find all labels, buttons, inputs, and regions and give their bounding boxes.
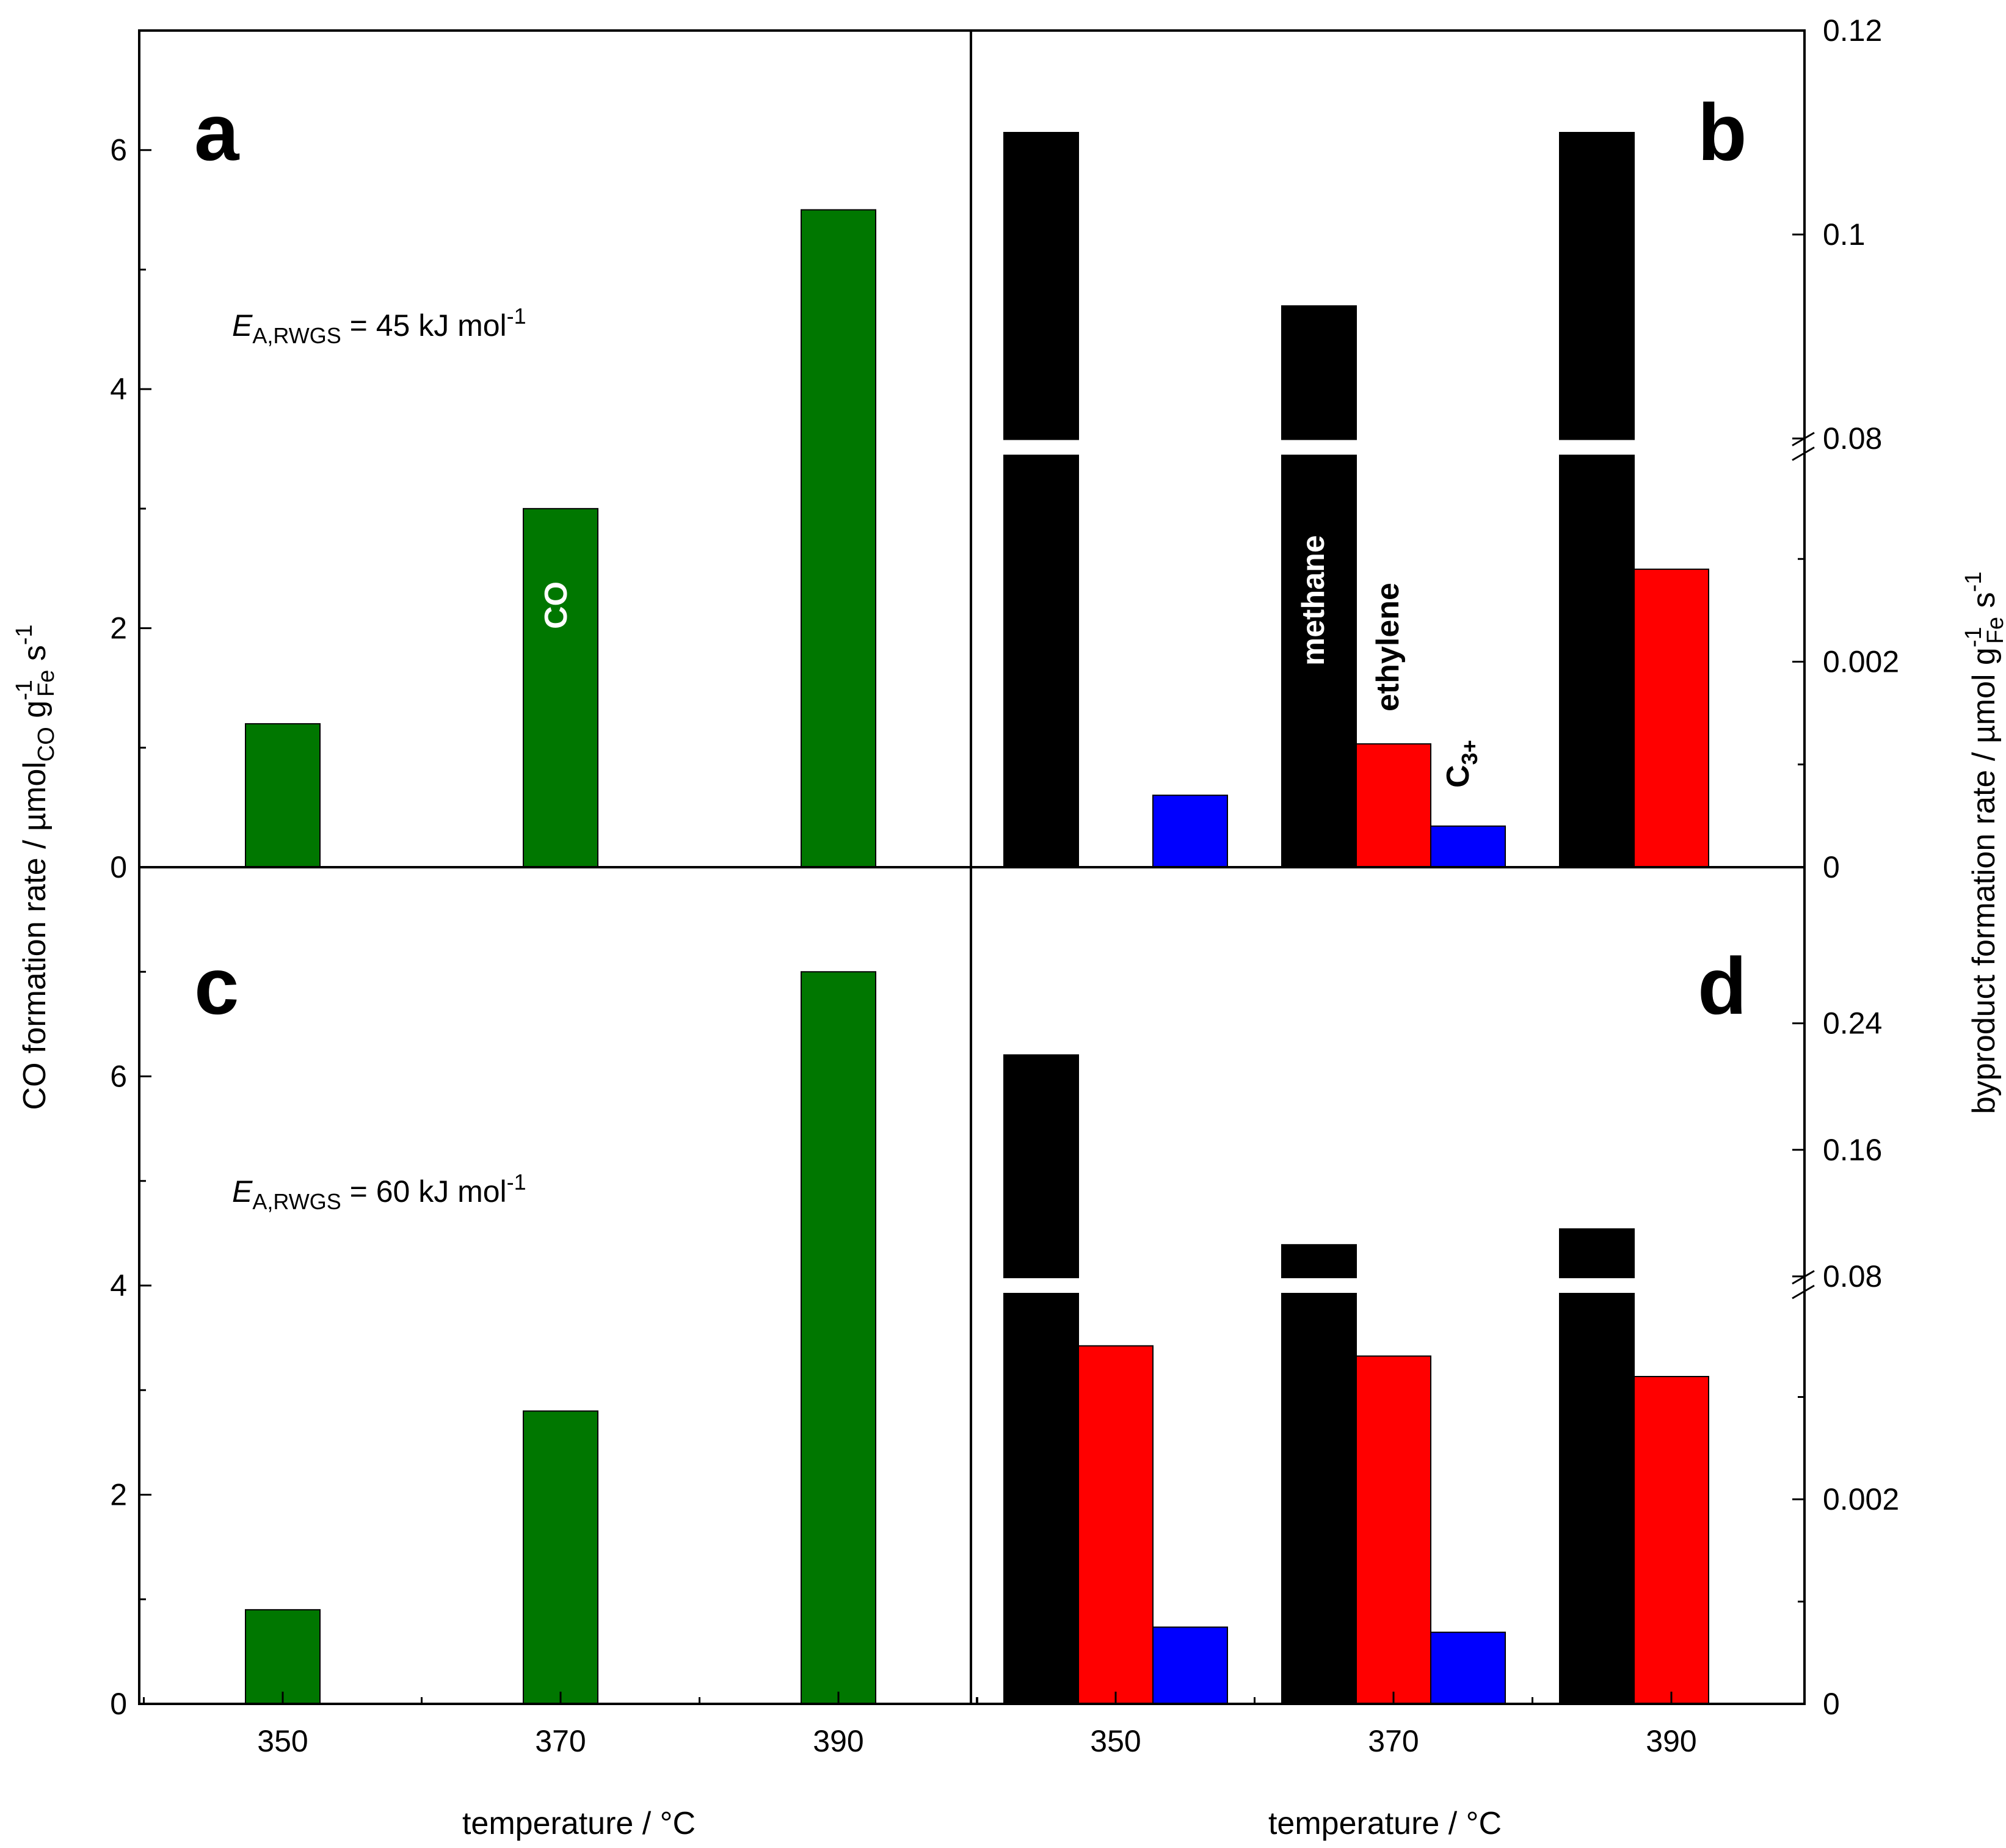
activation-energy-a: EA,RWGS = 45 kJ mol-1 (232, 304, 526, 348)
bar-d-methane-390 (1559, 1228, 1635, 1705)
panel-letter-d: d (1698, 941, 1747, 1031)
ytick-label-b-0.1: 0.1 (1823, 217, 1866, 252)
ytick-label-c-6: 6 (110, 1060, 127, 1094)
ytick-label-c-0: 0 (110, 1687, 127, 1721)
ytick-label-d-0.08: 0.08 (1823, 1259, 1882, 1293)
activation-energy-c: EA,RWGS = 60 kJ mol-1 (232, 1170, 526, 1214)
left-ylabel-sup3: -1 (12, 624, 37, 645)
xtick-label-right-350: 350 (1090, 1724, 1141, 1758)
bars-layer (245, 132, 1709, 1705)
annotation-rest: = 45 kJ mol (341, 308, 507, 343)
bar-d-C3+-350 (1152, 1626, 1228, 1704)
bar-c-co-390 (801, 971, 876, 1704)
x-axis-label-right: temperature / °C (1268, 1806, 1502, 1841)
right-ylabel-t1: byproduct formation rate / µmol g (1966, 647, 2002, 1114)
bar-b-methane-370 (1281, 305, 1357, 868)
right-ylabel-t2: s (1966, 592, 2002, 617)
ytick-label-d-0.002: 0.002 (1823, 1482, 1899, 1516)
break-gap-d (1558, 1278, 1635, 1293)
c3-sub: 3+ (1457, 740, 1482, 765)
xtick-label-left-350: 350 (257, 1724, 308, 1758)
ytick-label-c-2: 2 (110, 1478, 127, 1512)
bar-b-ethylene-370 (1356, 743, 1431, 868)
panel-letter-b: b (1698, 87, 1747, 177)
bar-d-ethylene-390 (1634, 1376, 1709, 1704)
ytick-label-d-0: 0 (1823, 1687, 1840, 1721)
bar-d-methane-370 (1281, 1244, 1357, 1704)
bar-d-C3+-370 (1430, 1631, 1506, 1704)
bar-b-ethylene-390 (1634, 569, 1709, 868)
left-ylabel-t2: g (17, 700, 53, 727)
xtick-label-right-370: 370 (1368, 1724, 1419, 1758)
bar-d-ethylene-370 (1356, 1355, 1431, 1704)
ytick-label-b-0.12: 0.12 (1823, 13, 1882, 48)
break-gap-d (1003, 1278, 1080, 1293)
axes-frame (138, 29, 1806, 1705)
bar-c-co-350 (245, 1609, 321, 1704)
bar-label-co: CO (539, 581, 574, 629)
annotation-e: E (232, 308, 253, 343)
ytick-label-a-0: 0 (110, 850, 127, 884)
bar-label-c3plus: C3+ (1441, 740, 1482, 788)
ytick-label-a-2: 2 (110, 611, 127, 646)
right-ylabel-s1: Fe (1983, 617, 2006, 644)
ytick-label-b-0.002: 0.002 (1823, 645, 1899, 679)
break-gap-b (1558, 440, 1635, 455)
bar-b-C3+-350 (1152, 795, 1228, 868)
ytick-label-a-4: 4 (110, 372, 127, 406)
ytick-label-b-0: 0 (1823, 850, 1840, 884)
right-ylabel-sup2: -1 (1961, 572, 1986, 592)
ytick-label-b-0.08: 0.08 (1823, 421, 1882, 456)
annotation-sup: -1 (507, 304, 526, 329)
left-ylabel-s1: CO (34, 727, 59, 762)
bar-a-co-370 (523, 507, 598, 868)
bar-d-methane-350 (1003, 1054, 1079, 1704)
annotation-rest: = 60 kJ mol (341, 1174, 507, 1209)
x-axis-label-left: temperature / °C (462, 1806, 696, 1841)
xtick-label-left-390: 390 (813, 1724, 863, 1758)
ytick-label-d-0.24: 0.24 (1823, 1006, 1882, 1041)
panel-letter-c: c (194, 941, 239, 1031)
right-ylabel-sup1: -1 (1961, 627, 1986, 647)
bar-c-co-370 (523, 1410, 598, 1704)
left-ylabel-t1: CO formation rate / µmol (17, 762, 53, 1110)
xtick-label-right-390: 390 (1646, 1724, 1696, 1758)
left-ylabel-s2: Fe (34, 670, 59, 697)
left-y-axis-label: CO formation rate / µmolCO g-1Fe s-1 (12, 624, 59, 1110)
right-y-axis-label: byproduct formation rate / µmol g-1Fe s-… (1961, 572, 2006, 1115)
bar-d-ethylene-350 (1078, 1345, 1154, 1704)
bar-b-C3+-370 (1430, 825, 1506, 868)
bar-label-ethylene: ethylene (1370, 583, 1406, 711)
annotation-sup: -1 (507, 1170, 526, 1195)
ytick-label-c-4: 4 (110, 1268, 127, 1303)
ticks-layer: 0 2 4 6 0 2 4 6 0 0.002 0.08 0.1 0.12 0 0.002 0.08 0.16 0… (110, 13, 1899, 1758)
xtick-label-left-370: 370 (535, 1724, 586, 1758)
panel-letter-a: a (194, 87, 240, 177)
bar-b-methane-350 (1003, 132, 1079, 868)
bar-label-methane: methane (1296, 535, 1331, 666)
left-ylabel-t3: s (17, 645, 53, 669)
left-ylabel-sup2: -1 (12, 680, 37, 700)
ytick-label-a-6: 6 (110, 133, 127, 167)
annotation-sub: A,RWGS (252, 323, 341, 348)
c3-main: C (1441, 765, 1476, 788)
annotation-sub: A,RWGS (252, 1189, 341, 1214)
break-gap-b (1003, 440, 1080, 455)
bar-a-co-350 (245, 723, 321, 868)
annotation-e: E (232, 1174, 253, 1209)
bar-b-methane-390 (1559, 132, 1635, 868)
ytick-label-d-0.16: 0.16 (1823, 1133, 1882, 1167)
break-gap-b (1281, 440, 1357, 455)
break-gap-d (1281, 1278, 1357, 1293)
bar-a-co-390 (801, 209, 876, 868)
